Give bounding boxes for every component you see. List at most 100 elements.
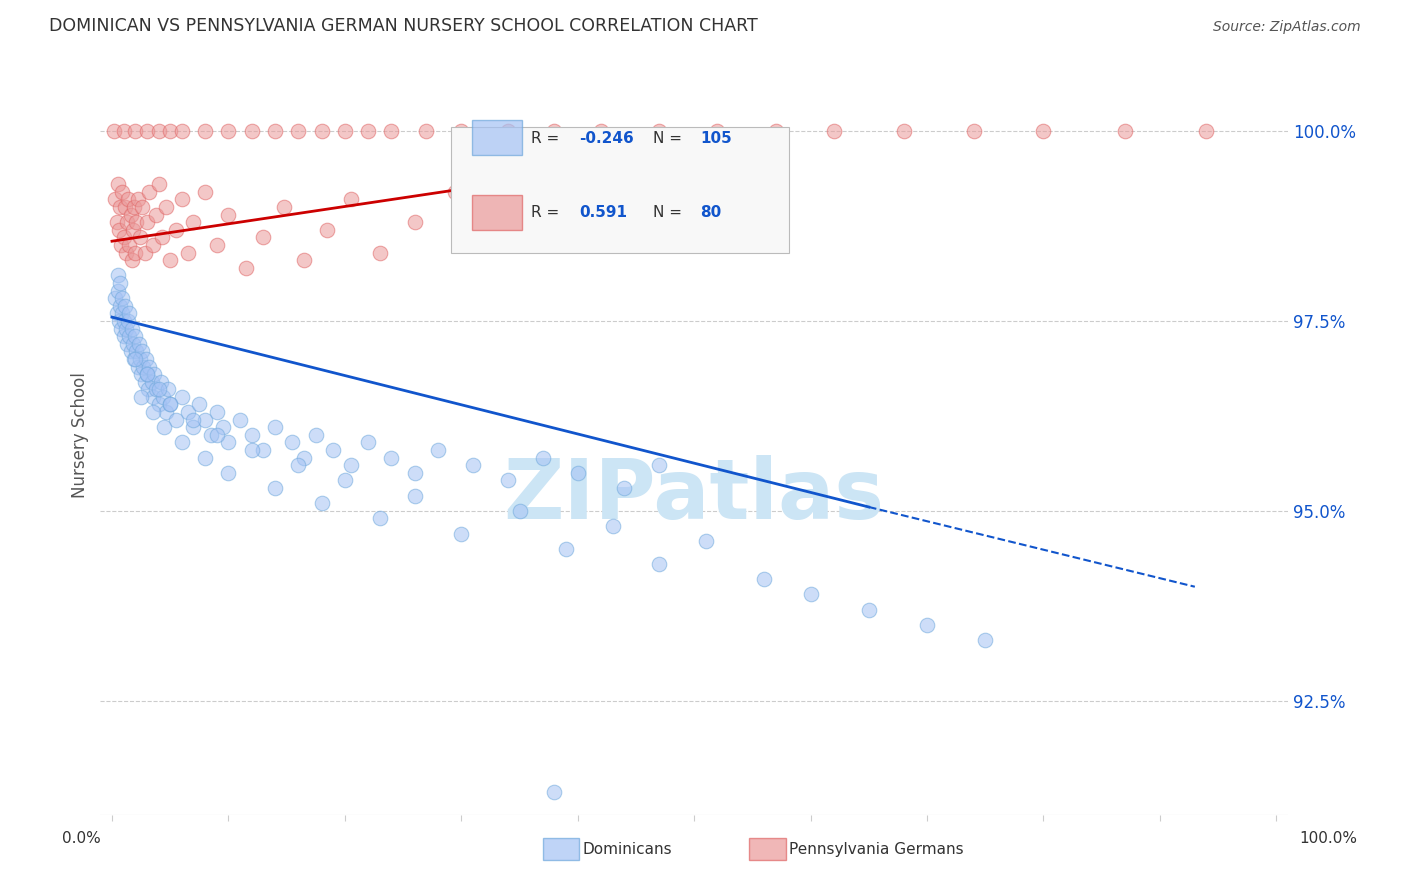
Point	[150, 230, 173, 244]
Text: DOMINICAN VS PENNSYLVANIA GERMAN NURSERY SCHOOL CORRELATION CHART: DOMINICAN VS PENNSYLVANIA GERMAN NURSERY…	[49, 17, 758, 35]
Point	[108, 276, 131, 290]
Point	[194, 185, 217, 199]
Point	[131, 344, 153, 359]
Point	[752, 572, 775, 586]
Point	[240, 443, 263, 458]
Point	[176, 245, 198, 260]
Point	[170, 390, 193, 404]
Point	[170, 124, 193, 138]
Point	[252, 230, 274, 244]
Point	[450, 124, 472, 138]
Point	[105, 306, 128, 320]
Point	[217, 466, 239, 480]
Point	[858, 602, 880, 616]
Text: 80: 80	[700, 205, 721, 219]
Point	[138, 185, 160, 199]
Point	[148, 178, 170, 192]
Text: R =: R =	[531, 131, 560, 146]
Point	[108, 314, 131, 328]
Point	[124, 245, 146, 260]
Point	[159, 397, 181, 411]
Point	[111, 185, 134, 199]
Point	[105, 215, 128, 229]
Point	[252, 443, 274, 458]
Point	[103, 124, 125, 138]
Point	[117, 193, 139, 207]
Point	[765, 124, 787, 138]
Point	[122, 223, 145, 237]
FancyBboxPatch shape	[472, 120, 522, 155]
Point	[1195, 124, 1218, 138]
Point	[155, 200, 177, 214]
Point	[110, 238, 132, 252]
Point	[217, 208, 239, 222]
Point	[205, 428, 228, 442]
Point	[893, 124, 915, 138]
Point	[305, 428, 328, 442]
Point	[135, 351, 157, 366]
Point	[159, 124, 181, 138]
Text: Pennsylvania Germans: Pennsylvania Germans	[789, 842, 963, 856]
Point	[148, 382, 170, 396]
Point	[142, 238, 165, 252]
Point	[107, 178, 129, 192]
Point	[104, 291, 127, 305]
Point	[132, 359, 155, 374]
Point	[141, 375, 163, 389]
Point	[136, 382, 159, 396]
Point	[122, 336, 145, 351]
Point	[145, 382, 167, 396]
Point	[962, 124, 984, 138]
Point	[217, 435, 239, 450]
Point	[115, 336, 138, 351]
Point	[915, 617, 938, 632]
Point	[567, 466, 589, 480]
Point	[155, 405, 177, 419]
Point	[613, 481, 636, 495]
Point	[555, 541, 578, 556]
Point	[194, 412, 217, 426]
Point	[142, 405, 165, 419]
Text: 0.591: 0.591	[579, 205, 627, 219]
Point	[235, 260, 257, 275]
Point	[205, 405, 228, 419]
Point	[211, 420, 233, 434]
Point	[104, 193, 127, 207]
Point	[125, 215, 148, 229]
Point	[129, 390, 152, 404]
Point	[205, 238, 228, 252]
Point	[115, 321, 138, 335]
Point	[194, 124, 217, 138]
Point	[333, 124, 356, 138]
Point	[485, 238, 508, 252]
Point	[1032, 124, 1054, 138]
Point	[118, 238, 141, 252]
Point	[531, 450, 554, 465]
Point	[107, 284, 129, 298]
Text: -0.246: -0.246	[579, 131, 634, 146]
Point	[461, 458, 484, 473]
Point	[404, 215, 426, 229]
Text: Source: ZipAtlas.com: Source: ZipAtlas.com	[1213, 21, 1361, 34]
Point	[188, 397, 211, 411]
Point	[706, 124, 728, 138]
Point	[142, 367, 165, 381]
Point	[264, 420, 287, 434]
Point	[415, 124, 437, 138]
Point	[120, 208, 142, 222]
Point	[112, 329, 135, 343]
Point	[170, 435, 193, 450]
Point	[117, 314, 139, 328]
Point	[333, 474, 356, 488]
Point	[800, 587, 823, 601]
Point	[135, 367, 157, 381]
Point	[125, 344, 148, 359]
Point	[124, 329, 146, 343]
Point	[531, 208, 554, 222]
Point	[131, 200, 153, 214]
Point	[112, 230, 135, 244]
Point	[145, 208, 167, 222]
Point	[287, 458, 309, 473]
Point	[134, 375, 156, 389]
Point	[122, 200, 145, 214]
